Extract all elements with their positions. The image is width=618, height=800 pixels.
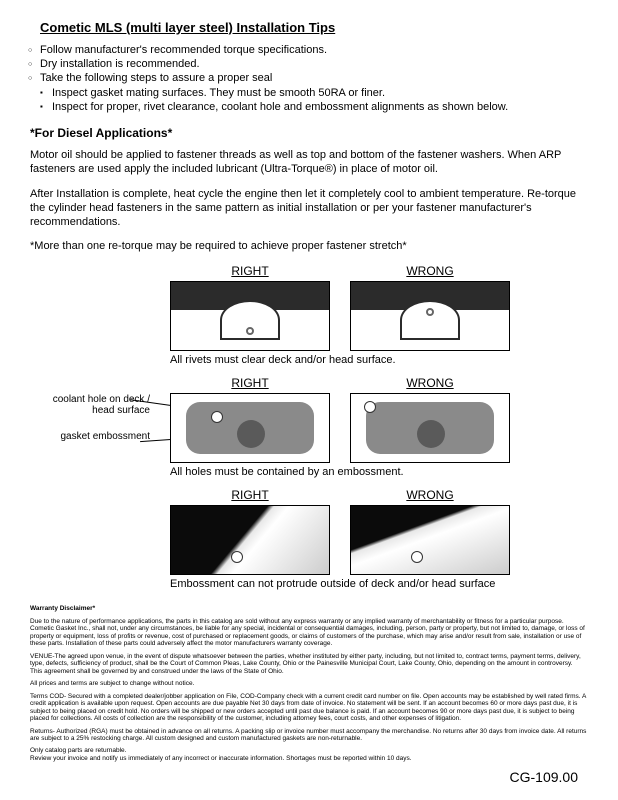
- diagram-row-rivets: RIGHT WRONG All rivets must clear deck a…: [30, 264, 588, 368]
- diesel-subtitle: *For Diesel Applications*: [30, 126, 588, 142]
- diagram-row-holes: coolant hole on deck / head surface gask…: [30, 376, 588, 480]
- diagram-hole-right: [170, 393, 330, 463]
- diagram-section: RIGHT WRONG All rivets must clear deck a…: [30, 264, 588, 592]
- caption-holes: All holes must be contained by an emboss…: [170, 465, 588, 479]
- subbullet-1: Inspect gasket mating surfaces. They mus…: [42, 86, 588, 100]
- label-wrong-3: WRONG: [350, 488, 510, 504]
- warranty-fineprint: Warranty Disclaimer* Due to the nature o…: [30, 605, 588, 762]
- subbullet-2: Inspect for proper, rivet clearance, coo…: [42, 100, 588, 114]
- fineprint-p5: Terms COD- Secured with a completed deal…: [30, 693, 588, 723]
- diagram-emboss-wrong: [350, 505, 510, 575]
- label-right-3: RIGHT: [170, 488, 330, 504]
- fineprint-p8: Review your invoice and notify us immedi…: [30, 755, 588, 762]
- fineprint-p6: Returns- Authorized (RGA) must be obtain…: [30, 728, 588, 743]
- label-wrong-2: WRONG: [350, 376, 510, 392]
- diagram-emboss-right: [170, 505, 330, 575]
- paragraph-1: Motor oil should be applied to fastener …: [30, 148, 588, 177]
- caption-rivets: All rivets must clear deck and/or head s…: [170, 353, 588, 367]
- label-right-2: RIGHT: [170, 376, 330, 392]
- fineprint-p2: VENUE-The agreed upon venue, in the even…: [30, 653, 588, 668]
- annot-gasket: gasket embossment: [30, 431, 150, 442]
- diagram-rivet-wrong: [350, 281, 510, 351]
- diagram-hole-wrong: [350, 393, 510, 463]
- sub-bullets: Inspect gasket mating surfaces. They mus…: [42, 86, 588, 115]
- page-title: Cometic MLS (multi layer steel) Installa…: [40, 20, 588, 37]
- diagram-row-emboss: RIGHT WRONG Embossment can not protrude …: [30, 488, 588, 592]
- paragraph-2: After Installation is complete, heat cyc…: [30, 187, 588, 230]
- label-right: RIGHT: [170, 264, 330, 280]
- bullet-3: Take the following steps to assure a pro…: [30, 71, 588, 85]
- fineprint-p3: This agreement shall be governed by and …: [30, 668, 588, 675]
- page-number: CG-109.00: [510, 768, 578, 786]
- fineprint-p7: Only catalog parts are returnable.: [30, 747, 588, 754]
- fineprint-header: Warranty Disclaimer*: [30, 605, 588, 612]
- diagram-rivet-right: [170, 281, 330, 351]
- fineprint-p4: All prices and terms are subject to chan…: [30, 680, 588, 687]
- bullet-1: Follow manufacturer's recommended torque…: [30, 43, 588, 57]
- main-bullets: Follow manufacturer's recommended torque…: [30, 43, 588, 114]
- label-wrong: WRONG: [350, 264, 510, 280]
- retorque-note: *More than one re-torque may be required…: [30, 239, 588, 253]
- fineprint-p1: Due to the nature of performance applica…: [30, 618, 588, 648]
- annot-coolant: coolant hole on deck / head surface: [30, 394, 150, 416]
- caption-emboss: Embossment can not protrude outside of d…: [170, 577, 510, 591]
- bullet-2: Dry installation is recommended.: [30, 57, 588, 71]
